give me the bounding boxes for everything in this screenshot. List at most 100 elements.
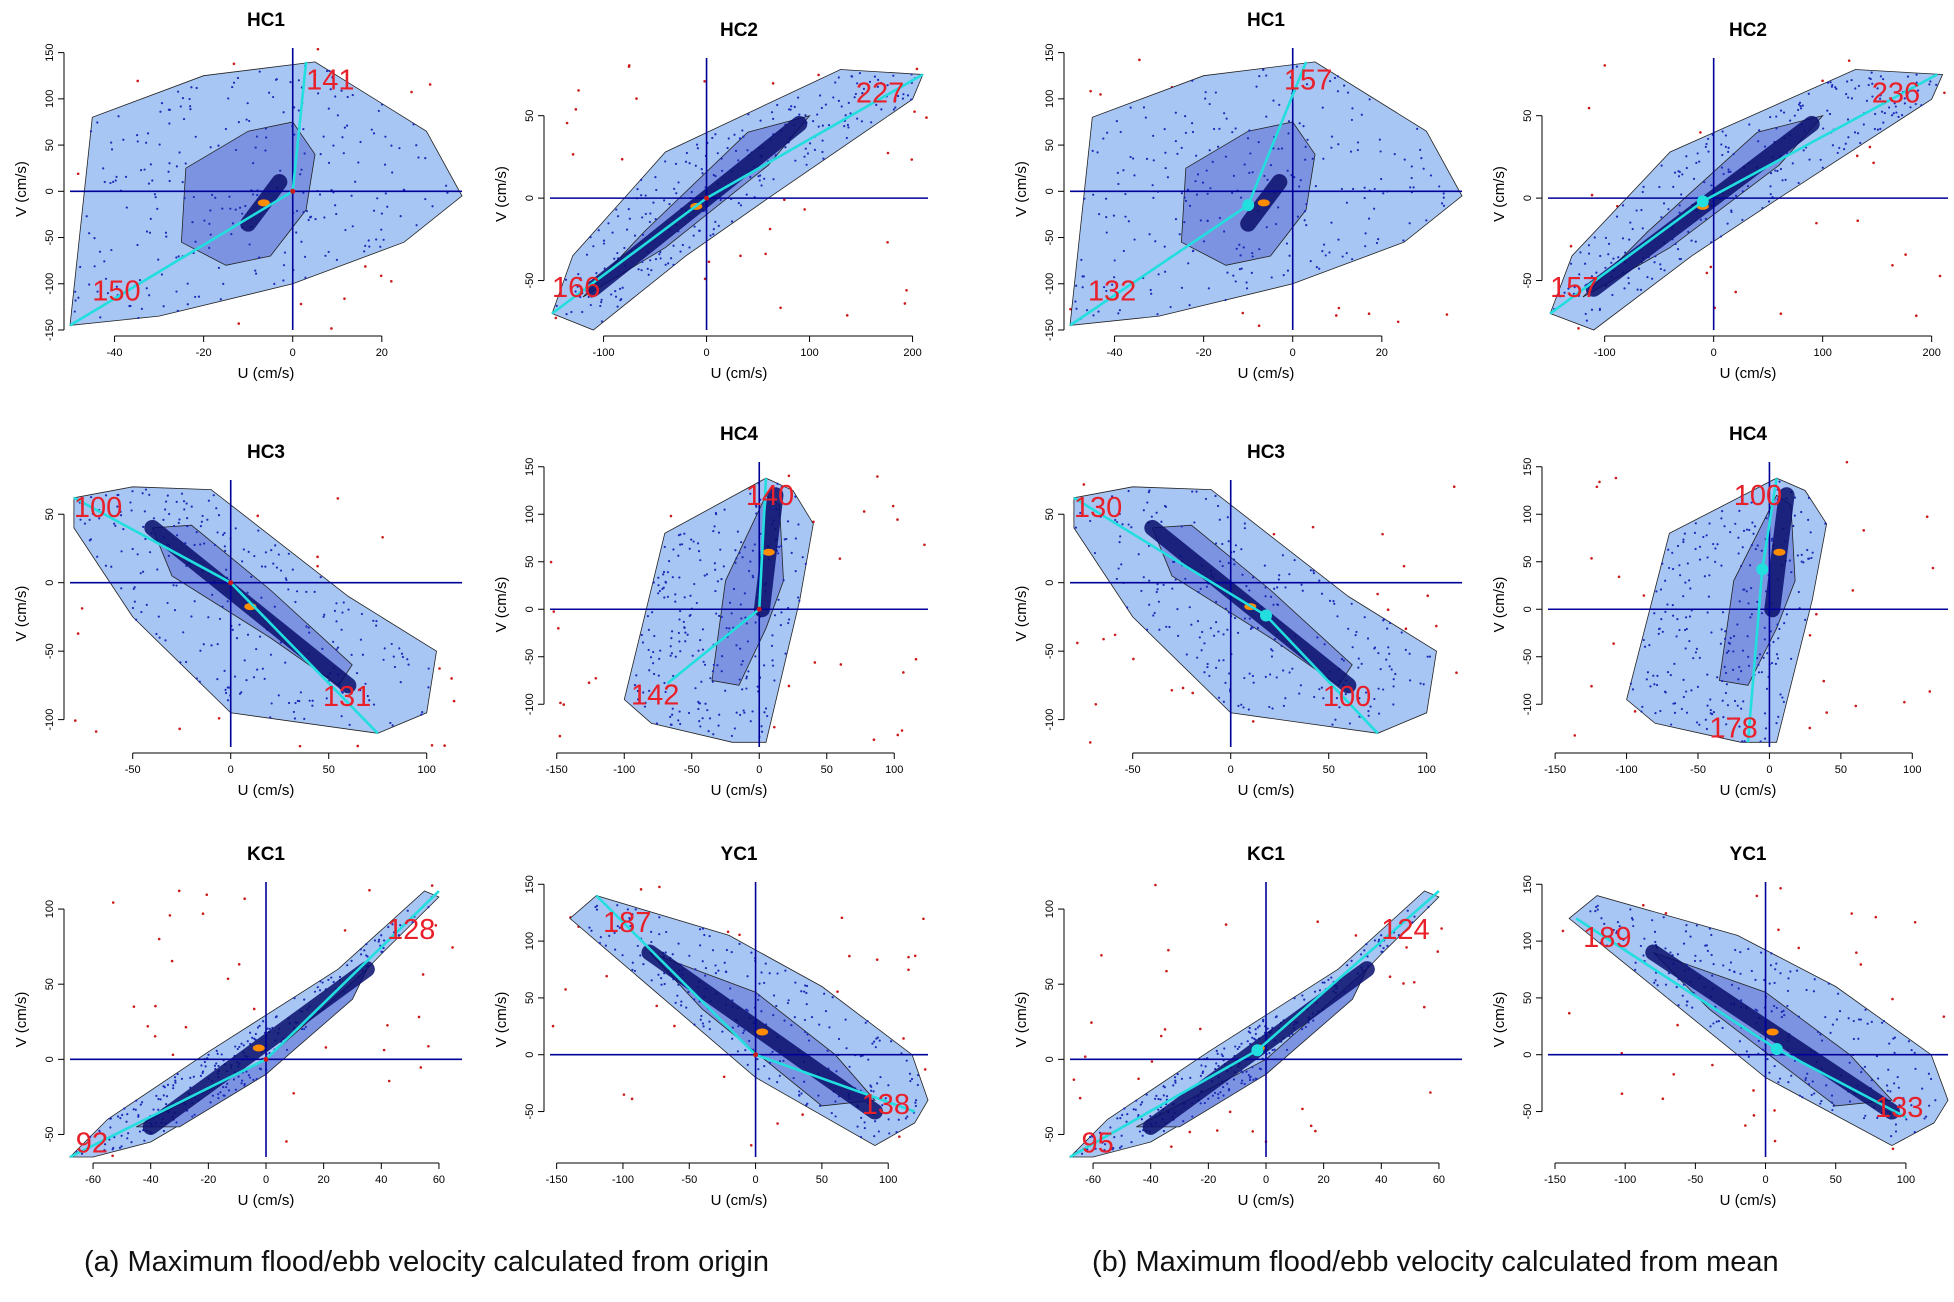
scatter-point xyxy=(671,707,674,710)
scatter-point xyxy=(1348,722,1352,725)
outlier-point xyxy=(1089,89,1092,93)
scatter-point xyxy=(782,1059,785,1062)
scatter-point xyxy=(270,702,273,705)
scatter-point xyxy=(658,657,661,660)
scatter-point xyxy=(1745,590,1748,593)
scatter-point xyxy=(1442,204,1446,207)
scatter-point xyxy=(755,512,758,515)
scatter-point xyxy=(620,297,623,301)
scatter-point xyxy=(1830,1101,1833,1104)
scatter-point xyxy=(1225,117,1228,120)
scatter-point xyxy=(254,1032,257,1036)
scatter-point xyxy=(669,654,672,657)
scatter-point xyxy=(74,299,77,302)
scatter-point xyxy=(745,622,748,625)
scatter-point xyxy=(805,163,808,166)
scatter-point xyxy=(262,1020,265,1023)
scatter-point xyxy=(1632,924,1635,928)
scatter-point xyxy=(831,996,834,999)
scatter-point xyxy=(1712,542,1715,546)
scatter-point xyxy=(292,710,295,714)
scatter-point xyxy=(1263,564,1266,567)
scatter-point xyxy=(162,518,165,521)
scatter-point xyxy=(143,510,146,513)
scatter-point xyxy=(1249,627,1252,630)
scatter-point xyxy=(1729,531,1732,534)
outlier-point xyxy=(1808,726,1812,730)
scatter-point xyxy=(1130,526,1133,529)
x-tick-label: -20 xyxy=(1196,347,1212,359)
scatter-point xyxy=(1707,150,1710,153)
max-velocity-line xyxy=(705,73,924,200)
scatter-point xyxy=(1672,185,1675,188)
outlier-point xyxy=(722,1075,726,1079)
scatter-point xyxy=(293,106,296,109)
scatter-point xyxy=(1266,178,1269,181)
scatter-point xyxy=(1813,978,1816,981)
scatter-point xyxy=(1096,151,1099,154)
scatter-point xyxy=(1080,258,1083,261)
scatter-point xyxy=(1656,984,1659,987)
outlier-point xyxy=(738,933,741,937)
outlier-point xyxy=(1773,1109,1776,1112)
scatter-point xyxy=(631,961,634,964)
scatter-point xyxy=(1756,1009,1759,1012)
scatter-point xyxy=(1797,181,1800,185)
scatter-point xyxy=(275,566,279,569)
scatter-point xyxy=(862,87,866,90)
scatter-point xyxy=(1119,130,1122,134)
scatter-point xyxy=(1340,657,1344,661)
scatter-point xyxy=(702,1025,705,1028)
scatter-point xyxy=(704,966,708,970)
outlier-point xyxy=(146,1024,150,1028)
scatter-point xyxy=(1140,1101,1144,1104)
scatter-point xyxy=(1684,647,1687,650)
scatter-point xyxy=(1631,227,1634,231)
scatter-point xyxy=(800,1092,803,1095)
outlier-point xyxy=(1163,1028,1167,1031)
scatter-point xyxy=(1103,1149,1106,1152)
scatter-point xyxy=(751,710,754,713)
scatter-point xyxy=(636,188,639,191)
scatter-point xyxy=(1620,926,1623,929)
scatter-point xyxy=(1316,636,1319,639)
scatter-point xyxy=(719,548,722,551)
scatter-point xyxy=(1863,1065,1867,1068)
scatter-point xyxy=(1264,595,1267,598)
scatter-point xyxy=(1105,215,1108,219)
scatter-point xyxy=(1740,999,1743,1002)
scatter-point xyxy=(757,998,760,1001)
scatter-point xyxy=(1631,688,1635,691)
scatter-point xyxy=(1642,638,1645,642)
scatter-point xyxy=(692,234,695,237)
scatter-point xyxy=(268,1051,271,1055)
scatter-point xyxy=(1237,704,1240,707)
scatter-point xyxy=(1790,657,1793,660)
scatter-point xyxy=(895,1130,898,1134)
outlier-point xyxy=(1620,1092,1624,1096)
scatter-point xyxy=(732,587,736,591)
scatter-point xyxy=(1212,127,1216,131)
scatter-point xyxy=(1251,171,1254,174)
scatter-point xyxy=(411,921,414,924)
max-velocity-line xyxy=(69,1058,267,1159)
scatter-point xyxy=(1394,672,1397,676)
scatter-point xyxy=(880,108,883,111)
scatter-point xyxy=(329,88,332,91)
scatter-point xyxy=(91,512,94,515)
scatter-point xyxy=(1154,240,1157,243)
scatter-point xyxy=(1929,1077,1933,1081)
scatter-point xyxy=(1737,536,1740,539)
scatter-point xyxy=(847,126,850,129)
y-tick-label: -100 xyxy=(1044,273,1056,295)
scatter-point xyxy=(151,179,154,182)
scatter-point xyxy=(610,928,614,932)
scatter-point xyxy=(145,287,148,290)
scatter-point xyxy=(616,305,619,308)
scatter-point xyxy=(771,634,774,637)
scatter-point xyxy=(1721,153,1724,157)
scatter-point xyxy=(1584,312,1587,316)
scatter-point xyxy=(579,277,582,280)
